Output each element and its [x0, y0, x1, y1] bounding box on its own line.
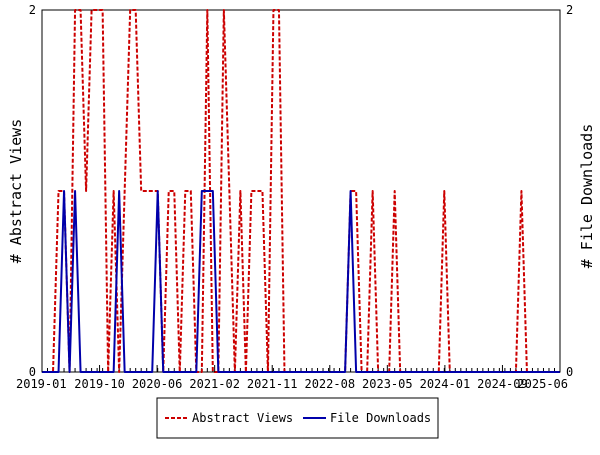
x-tick-label: 2019-10 — [74, 377, 125, 391]
x-tick-label: 2024-09 — [477, 377, 528, 391]
x-tick-label: 2021-02 — [189, 377, 240, 391]
legend-label-file-downloads: File Downloads — [330, 411, 431, 425]
y-left-tick-min: 0 — [29, 365, 36, 379]
legend-label-abstract-views: Abstract Views — [192, 411, 293, 425]
x-tick-label: 2023-05 — [362, 377, 413, 391]
x-tick-label: 2022-08 — [304, 377, 355, 391]
x-tick-label: 2020-06 — [132, 377, 183, 391]
y-left-tick-max: 2 — [29, 3, 36, 17]
y-left-axis-title: # Abstract Views — [7, 119, 25, 264]
x-tick-labels: 2019-01 2019-10 2020-06 2021-02 2021-11 2022-… — [16, 365, 568, 391]
x-tick-label: 2019-01 — [16, 377, 67, 391]
legend-box — [156, 397, 439, 439]
x-tick-label: 2025-06 — [517, 377, 568, 391]
series-line-file-downloads — [42, 190, 560, 373]
x-tick-label: 2024-01 — [420, 377, 471, 391]
x-tick-label: 2021-11 — [247, 377, 298, 391]
legend: Abstract Views File Downloads — [156, 397, 439, 439]
y-right-axis-title: # File Downloads — [578, 124, 596, 269]
y-right-tick-min: 0 — [566, 365, 573, 379]
y-right-tick-max: 2 — [566, 3, 573, 17]
series-layer — [42, 9, 560, 373]
